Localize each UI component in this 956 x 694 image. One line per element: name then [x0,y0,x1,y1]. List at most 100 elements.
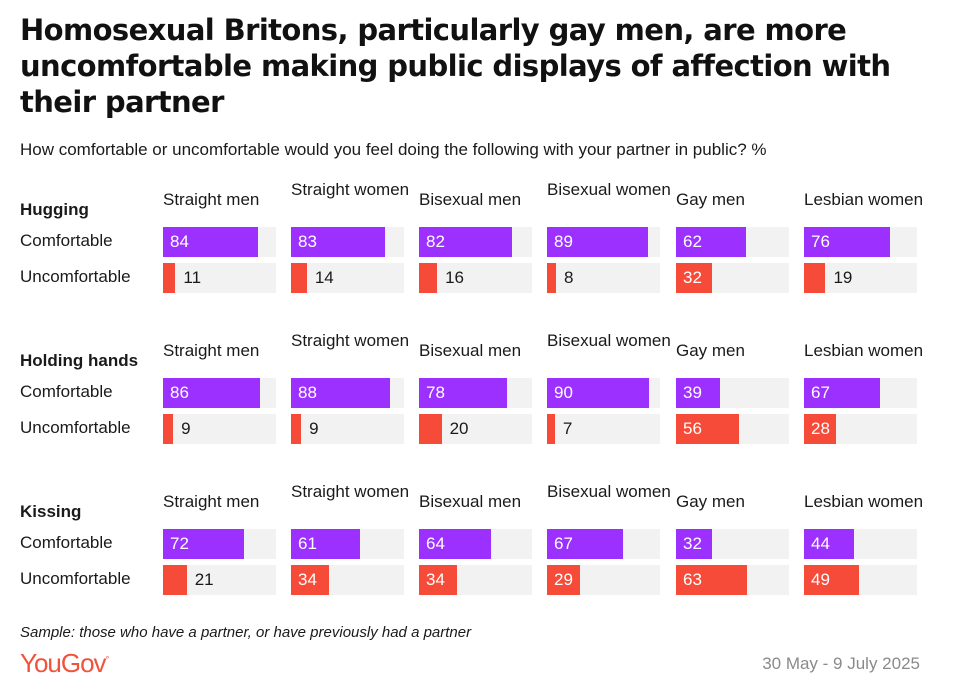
comfortable-bar [291,529,360,559]
uncomfortable-bar [547,263,557,293]
bar-track: 72 [163,529,276,559]
comfortable-bar [547,378,649,408]
value-label: 28 [811,419,830,438]
value-label: 14 [314,268,334,287]
value-label: 19 [833,268,853,287]
comfortable-bar [163,529,245,559]
bar-track: 32 [676,263,789,293]
bar-track: 44 [804,529,917,559]
comfortable-bar [547,227,648,257]
value-label: 11 [183,268,202,287]
value-label: 84 [170,232,189,251]
row-label: Uncomfortable [20,569,131,588]
sample-note: Sample: those who have a partner, or hav… [20,624,472,641]
bar-track: 29 [547,565,660,595]
comfortable-bar [676,378,721,408]
value-label: 82 [426,232,445,251]
group-label: Hugging [20,200,89,219]
chart-subtitle: How comfortable or uncomfortable would y… [20,140,767,159]
value-label: 83 [298,232,317,251]
column-header: Straight women [291,331,410,350]
bar-track: 82 [419,227,532,257]
column-header: Straight men [163,341,260,360]
uncomfortable-bar [291,263,307,293]
comfortable-bar [676,529,713,559]
value-label: 86 [170,383,189,402]
bar-track: 63 [676,565,789,595]
column-header: Straight women [291,180,410,199]
uncomfortable-bar [804,263,826,293]
comfortable-bar [676,227,747,257]
value-label: 16 [445,268,464,287]
fieldwork-date: 30 May - 9 July 2025 [762,654,920,673]
value-label: 34 [298,570,317,589]
value-label: 88 [298,383,317,402]
value-label: 9 [181,419,191,438]
value-label: 67 [811,383,830,402]
bar-track: 49 [804,565,917,595]
bar-track: 19 [804,263,917,293]
column-header: Lesbian women [804,341,924,360]
bar-track: 21 [163,565,276,595]
column-header: Gay men [676,190,745,209]
uncomfortable-bar [419,263,438,293]
uncomfortable-bar [291,565,330,595]
bar-track: 61 [291,529,404,559]
value-label: 20 [449,419,469,438]
bar-track: 67 [804,378,917,408]
uncomfortable-bar [163,263,176,293]
uncomfortable-bar [419,414,442,444]
value-label: 56 [683,419,702,438]
uncomfortable-bar [547,414,555,444]
bar-track: 32 [676,529,789,559]
bar-track: 34 [291,565,404,595]
value-label: 39 [683,383,702,402]
value-label: 49 [811,570,830,589]
row-label: Comfortable [20,533,113,552]
comfortable-bar [163,227,258,257]
comfortable-bar [804,529,854,559]
uncomfortable-bar [163,565,187,595]
bar-track: 9 [291,414,404,444]
yougov-logo: YouGov° [20,648,109,679]
column-header: Straight men [163,492,260,511]
bar-track: 76 [804,227,917,257]
column-header: Bisexual men [419,492,522,511]
bar-track: 28 [804,414,917,444]
bar-track: 62 [676,227,789,257]
value-label: 90 [554,383,573,402]
uncomfortable-bar [291,414,302,444]
bar-track: 64 [419,529,532,559]
column-header: Straight women [291,482,410,501]
value-label: 29 [554,570,573,589]
comfortable-bar [804,227,890,257]
comfortable-bar [419,378,508,408]
bar-track: 7 [547,414,660,444]
uncomfortable-bar [676,565,748,595]
bar-track: 89 [547,227,660,257]
value-label: 21 [194,570,214,589]
group-label: Holding hands [20,351,139,370]
value-label: 64 [426,534,445,553]
value-label: 9 [309,419,319,438]
row-label: Comfortable [20,231,113,250]
value-label: 63 [683,570,702,589]
bar-track: 67 [547,529,660,559]
value-label: 89 [554,232,573,251]
bar-track: 86 [163,378,276,408]
comfortable-bar [163,378,261,408]
row-label: Uncomfortable [20,267,131,286]
uncomfortable-bar [419,565,458,595]
bar-track: 14 [291,263,404,293]
row-label: Uncomfortable [20,418,131,437]
column-header: Bisexual men [419,341,522,360]
row-label: Comfortable [20,382,113,401]
value-label: 67 [554,534,573,553]
uncomfortable-bar [676,263,713,293]
bar-track: 11 [163,263,276,293]
column-header: Gay men [676,492,745,511]
value-label: 32 [683,268,702,287]
comfortable-bar [419,227,512,257]
uncomfortable-bar [547,565,580,595]
value-label: 8 [564,268,574,287]
